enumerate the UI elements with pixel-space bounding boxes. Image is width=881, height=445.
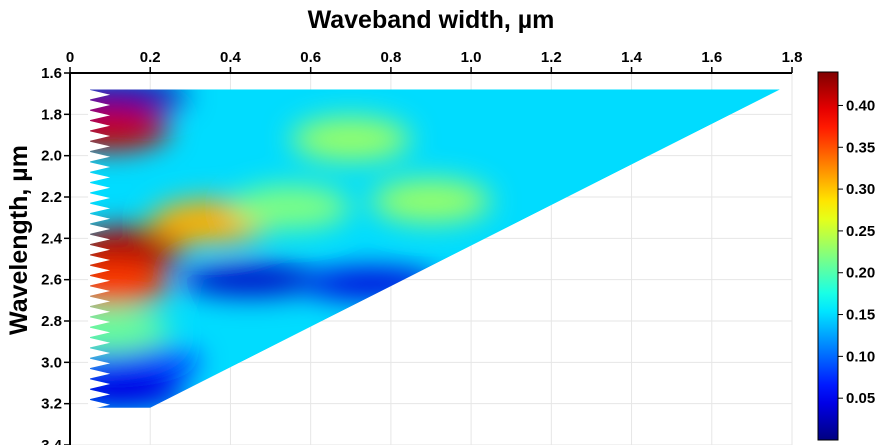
y-tick-label: 2.8 xyxy=(41,313,62,330)
colorbar-gradient xyxy=(817,71,839,441)
x-tick-label: 1.2 xyxy=(541,49,562,66)
colorbar-tick-label: 0.10 xyxy=(846,348,875,365)
colorbar-tick-label: 0.20 xyxy=(846,265,875,282)
x-axis-title: Waveband width, µm xyxy=(308,6,555,34)
x-tick-label: 0.6 xyxy=(300,49,321,66)
y-tick-label: 2.2 xyxy=(41,189,62,206)
colorbar-tick-label: 0.15 xyxy=(846,307,875,324)
sawtooth-edge xyxy=(88,89,111,410)
x-tick-label: 0.4 xyxy=(220,49,242,66)
hot-spot xyxy=(230,185,351,230)
plot-frame xyxy=(69,72,792,445)
cold-spot xyxy=(300,267,441,300)
colorbar: 0.05 0.10 0.15 0.20 0.25 0.30 0.35 0.40 xyxy=(817,71,875,441)
x-tick-label: 1.4 xyxy=(621,49,643,66)
colorbar-tick-label: 0.35 xyxy=(846,139,875,156)
sawtooth-notches xyxy=(88,89,111,410)
x-tick-label: 0 xyxy=(66,49,74,66)
y-ticks: 1.6 1.8 2.0 2.2 2.4 2.6 2.8 3.0 3.2 3.4 xyxy=(41,65,70,445)
y-tick-label: 1.8 xyxy=(41,106,62,123)
y-axis-title: Wavelength, µm xyxy=(5,145,33,335)
x-tick-label: 0.2 xyxy=(140,49,161,66)
x-tick-label: 1.8 xyxy=(782,49,803,66)
cold-spot xyxy=(180,263,321,296)
cold-spot xyxy=(90,377,189,408)
y-tick-label: 3.0 xyxy=(41,354,62,371)
colorbar-tick-label: 0.25 xyxy=(846,223,875,240)
y-tick-label: 3.2 xyxy=(41,396,62,413)
x-tick-label: 1.0 xyxy=(461,49,482,66)
y-tick-label: 1.6 xyxy=(41,65,62,82)
colorbar-tick-label: 0.30 xyxy=(846,181,875,198)
heatmap-background xyxy=(90,89,781,408)
hot-spot xyxy=(90,309,171,354)
y-tick-label: 2.6 xyxy=(41,272,62,289)
y-tick-label: 2.4 xyxy=(41,230,63,247)
x-tick-label: 0.8 xyxy=(380,49,401,66)
cold-spot xyxy=(90,89,189,112)
colorbar-tick-label: 0.40 xyxy=(846,97,875,114)
hot-spot xyxy=(90,261,171,306)
hot-spot xyxy=(371,179,491,224)
heatmap-surface xyxy=(90,89,781,408)
hot-spot xyxy=(290,117,411,162)
x-tick-label: 1.6 xyxy=(701,49,722,66)
x-ticks: 0 0.2 0.4 0.6 0.8 1.0 1.2 1.4 1.6 1.8 xyxy=(66,49,803,73)
y-tick-label: 3.4 xyxy=(41,437,63,445)
hot-spot xyxy=(90,106,171,151)
heatmap-region xyxy=(90,89,781,408)
colorbar-tick-label: 0.05 xyxy=(846,390,875,407)
y-tick-label: 2.0 xyxy=(41,148,62,165)
